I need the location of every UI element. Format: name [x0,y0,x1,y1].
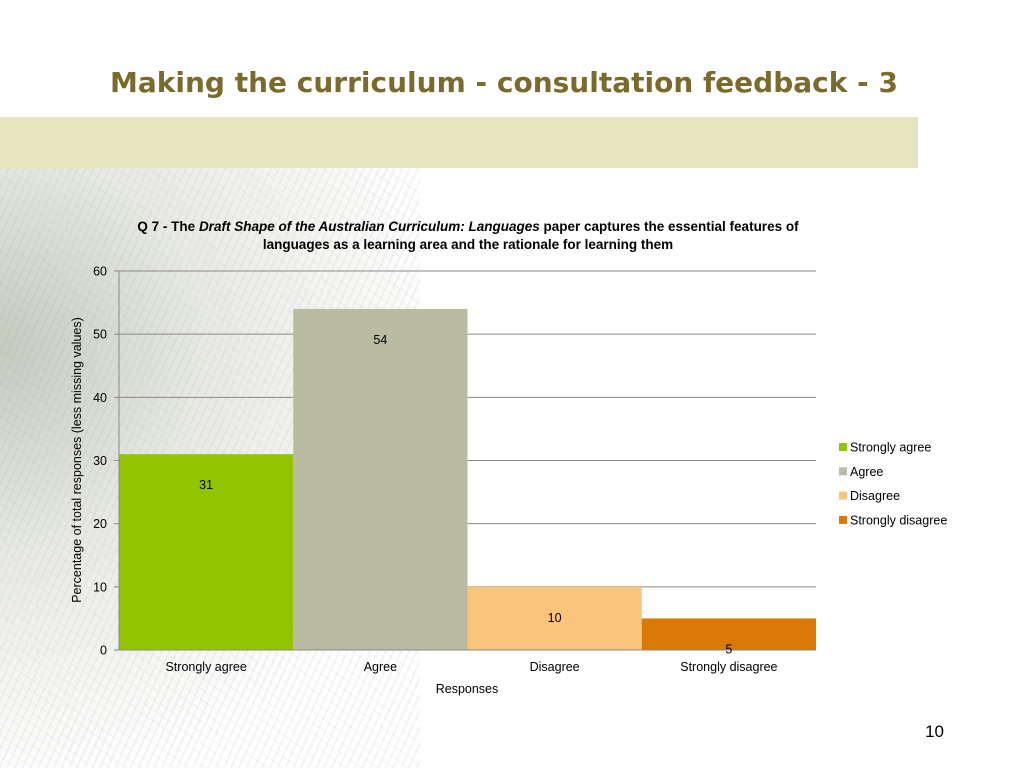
bar [119,454,294,650]
bar [293,308,468,650]
y-tick-label: 10 [93,580,107,594]
bar [641,618,816,650]
y-tick-label: 0 [100,644,107,658]
x-tick-label: Agree [364,660,397,674]
x-tick-label: Disagree [530,660,580,674]
legend-label: Strongly agree [850,441,931,455]
slide-title: Making the curriculum - consultation fee… [110,66,898,99]
y-tick-label: 60 [93,265,107,279]
chart-title-prefix: Q 7 - The [137,219,199,234]
page-number: 10 [925,722,944,741]
legend-label: Disagree [850,489,900,503]
chart-title-italic: Draft Shape of the Australian Curriculum… [198,219,540,234]
bars [119,308,816,650]
x-tick-label: Strongly agree [165,660,246,674]
legend-label: Strongly disagree [850,513,947,527]
legend-swatch [839,515,847,524]
y-axis-label: Percentage of total responses (less miss… [70,317,84,603]
x-axis-label: Responses [436,682,499,696]
y-tick-label: 40 [93,391,107,405]
tick-labels: 0 10 20 30 40 50 60 Strongly agree Agree Disagree… [93,265,777,675]
legend-swatch [839,443,847,451]
legend-label: Agree [850,465,883,479]
data-labels: 31 54 10 5 [199,333,732,657]
y-tick-label: 30 [93,454,107,468]
chart-title-suffix: paper captures the essential features of… [262,219,799,252]
legend-swatch [839,491,847,500]
data-label: 10 [548,611,562,625]
x-tick-label: Strongly disagree [680,660,777,674]
legend: Strongly agree Agree Disagree Strongly disa… [839,441,947,527]
bar [467,586,642,650]
data-label: 31 [199,478,213,492]
y-tick-label: 50 [93,328,107,342]
data-label: 54 [373,333,387,347]
data-label: 5 [725,642,732,656]
y-tick-label: 20 [93,517,107,531]
legend-swatch [839,467,847,476]
title-band [0,117,918,168]
chart-title: Q 7 - The Draft Shape of the Australian … [130,218,806,254]
